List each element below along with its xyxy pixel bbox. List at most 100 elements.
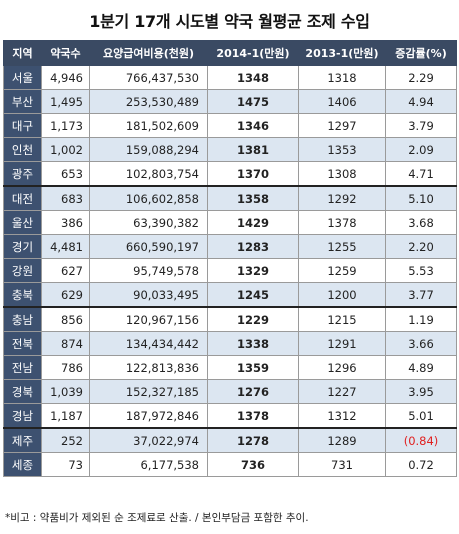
header-pharmacies: 약국수: [41, 40, 90, 66]
header-cost: 요양급여비용(천원): [89, 40, 208, 66]
region-cell: 강원: [3, 258, 42, 283]
change-rate-cell: 4.94: [385, 89, 457, 114]
header-rate: 증감률(%): [385, 40, 457, 66]
income-2013-cell: 1296: [298, 355, 386, 380]
income-2014-cell: 1329: [207, 258, 299, 283]
change-rate-cell: 5.53: [385, 258, 457, 283]
pharmacy-count-cell: 786: [41, 355, 90, 380]
change-rate-cell: 1.19: [385, 306, 457, 332]
change-rate-cell: 3.66: [385, 331, 457, 356]
cost-cell: 120,967,156: [89, 306, 208, 332]
pharmacy-count-cell: 73: [41, 452, 90, 477]
change-rate-cell: 2.09: [385, 137, 457, 162]
table-row: 대전 683 106,602,858 1358 1292 5.10: [3, 185, 457, 211]
table-row: 강원 627 95,749,578 1329 1259 5.53: [3, 258, 457, 283]
table-row: 울산 386 63,390,382 1429 1378 3.68: [3, 210, 457, 235]
region-cell: 인천: [3, 137, 42, 162]
pharmacy-count-cell: 629: [41, 282, 90, 308]
change-rate-cell: (0.84): [385, 427, 457, 453]
pharmacy-count-cell: 1,495: [41, 89, 90, 114]
pharmacy-count-cell: 874: [41, 331, 90, 356]
table-row: 경기 4,481 660,590,197 1283 1255 2.20: [3, 234, 457, 259]
income-2014-cell: 1429: [207, 210, 299, 235]
income-2014-cell: 1229: [207, 306, 299, 332]
income-2013-cell: 1378: [298, 210, 386, 235]
region-cell: 대구: [3, 113, 42, 138]
table-row: 광주 653 102,803,754 1370 1308 4.71: [3, 161, 457, 187]
cost-cell: 660,590,197: [89, 234, 208, 259]
pharmacy-count-cell: 4,946: [41, 65, 90, 90]
income-2013-cell: 1227: [298, 379, 386, 404]
region-cell: 서울: [3, 65, 42, 90]
table-row: 충북 629 90,033,495 1245 1200 3.77: [3, 282, 457, 308]
region-cell: 부산: [3, 89, 42, 114]
income-2013-cell: 1291: [298, 331, 386, 356]
region-cell: 충북: [3, 282, 42, 308]
change-rate-cell: 3.79: [385, 113, 457, 138]
pharmacy-count-cell: 1,002: [41, 137, 90, 162]
cost-cell: 95,749,578: [89, 258, 208, 283]
pharmacy-count-cell: 683: [41, 185, 90, 211]
income-2014-cell: 1338: [207, 331, 299, 356]
region-cell: 울산: [3, 210, 42, 235]
header-2013: 2013-1(만원): [298, 40, 386, 66]
pharmacy-count-cell: 856: [41, 306, 90, 332]
income-2014-cell: 1378: [207, 403, 299, 429]
cost-cell: 134,434,442: [89, 331, 208, 356]
region-cell: 충남: [3, 306, 42, 332]
income-2014-cell: 736: [207, 452, 299, 477]
income-2014-cell: 1348: [207, 65, 299, 90]
table-row: 전남 786 122,813,836 1359 1296 4.89: [3, 355, 457, 380]
pharmacy-count-cell: 653: [41, 161, 90, 187]
table-row: 경북 1,039 152,327,185 1276 1227 3.95: [3, 379, 457, 404]
pharmacy-count-cell: 386: [41, 210, 90, 235]
income-2013-cell: 1289: [298, 427, 386, 453]
region-cell: 광주: [3, 161, 42, 187]
cost-cell: 122,813,836: [89, 355, 208, 380]
cost-cell: 187,972,846: [89, 403, 208, 429]
income-2013-cell: 1308: [298, 161, 386, 187]
income-2013-cell: 1255: [298, 234, 386, 259]
region-cell: 경북: [3, 379, 42, 404]
income-2014-cell: 1346: [207, 113, 299, 138]
income-2013-cell: 1318: [298, 65, 386, 90]
table-row: 대구 1,173 181,502,609 1346 1297 3.79: [3, 113, 457, 138]
table-row: 충남 856 120,967,156 1229 1215 1.19: [3, 306, 457, 332]
region-cell: 세종: [3, 452, 42, 477]
table-row: 서울 4,946 766,437,530 1348 1318 2.29: [3, 65, 457, 90]
pharmacy-count-cell: 1,039: [41, 379, 90, 404]
cost-cell: 152,327,185: [89, 379, 208, 404]
change-rate-cell: 4.89: [385, 355, 457, 380]
change-rate-cell: 5.01: [385, 403, 457, 429]
change-rate-cell: 4.71: [385, 161, 457, 187]
income-2014-cell: 1283: [207, 234, 299, 259]
income-2014-cell: 1370: [207, 161, 299, 187]
cost-cell: 63,390,382: [89, 210, 208, 235]
cost-cell: 90,033,495: [89, 282, 208, 308]
income-2014-cell: 1359: [207, 355, 299, 380]
change-rate-cell: 3.68: [385, 210, 457, 235]
cost-cell: 159,088,294: [89, 137, 208, 162]
cost-cell: 766,437,530: [89, 65, 208, 90]
change-rate-cell: 3.77: [385, 282, 457, 308]
change-rate-cell: 2.29: [385, 65, 457, 90]
header-row: 지역 약국수 요양급여비용(천원) 2014-1(만원) 2013-1(만원) …: [3, 40, 457, 66]
table-row: 전북 874 134,434,442 1338 1291 3.66: [3, 331, 457, 356]
region-cell: 전북: [3, 331, 42, 356]
pharmacy-count-cell: 252: [41, 427, 90, 453]
pharmacy-count-cell: 1,187: [41, 403, 90, 429]
change-rate-cell: 3.95: [385, 379, 457, 404]
cost-cell: 37,022,974: [89, 427, 208, 453]
cost-cell: 106,602,858: [89, 185, 208, 211]
income-2013-cell: 1259: [298, 258, 386, 283]
income-2013-cell: 731: [298, 452, 386, 477]
table-row: 제주 252 37,022,974 1278 1289 (0.84): [3, 427, 457, 453]
region-cell: 경남: [3, 403, 42, 429]
income-2013-cell: 1292: [298, 185, 386, 211]
header-region: 지역: [3, 40, 42, 66]
change-rate-cell: 0.72: [385, 452, 457, 477]
pharmacy-count-cell: 4,481: [41, 234, 90, 259]
pharmacy-count-cell: 1,173: [41, 113, 90, 138]
pharmacy-count-cell: 627: [41, 258, 90, 283]
table-title: 1분기 17개 시도별 약국 월평균 조제 수입: [89, 12, 370, 31]
